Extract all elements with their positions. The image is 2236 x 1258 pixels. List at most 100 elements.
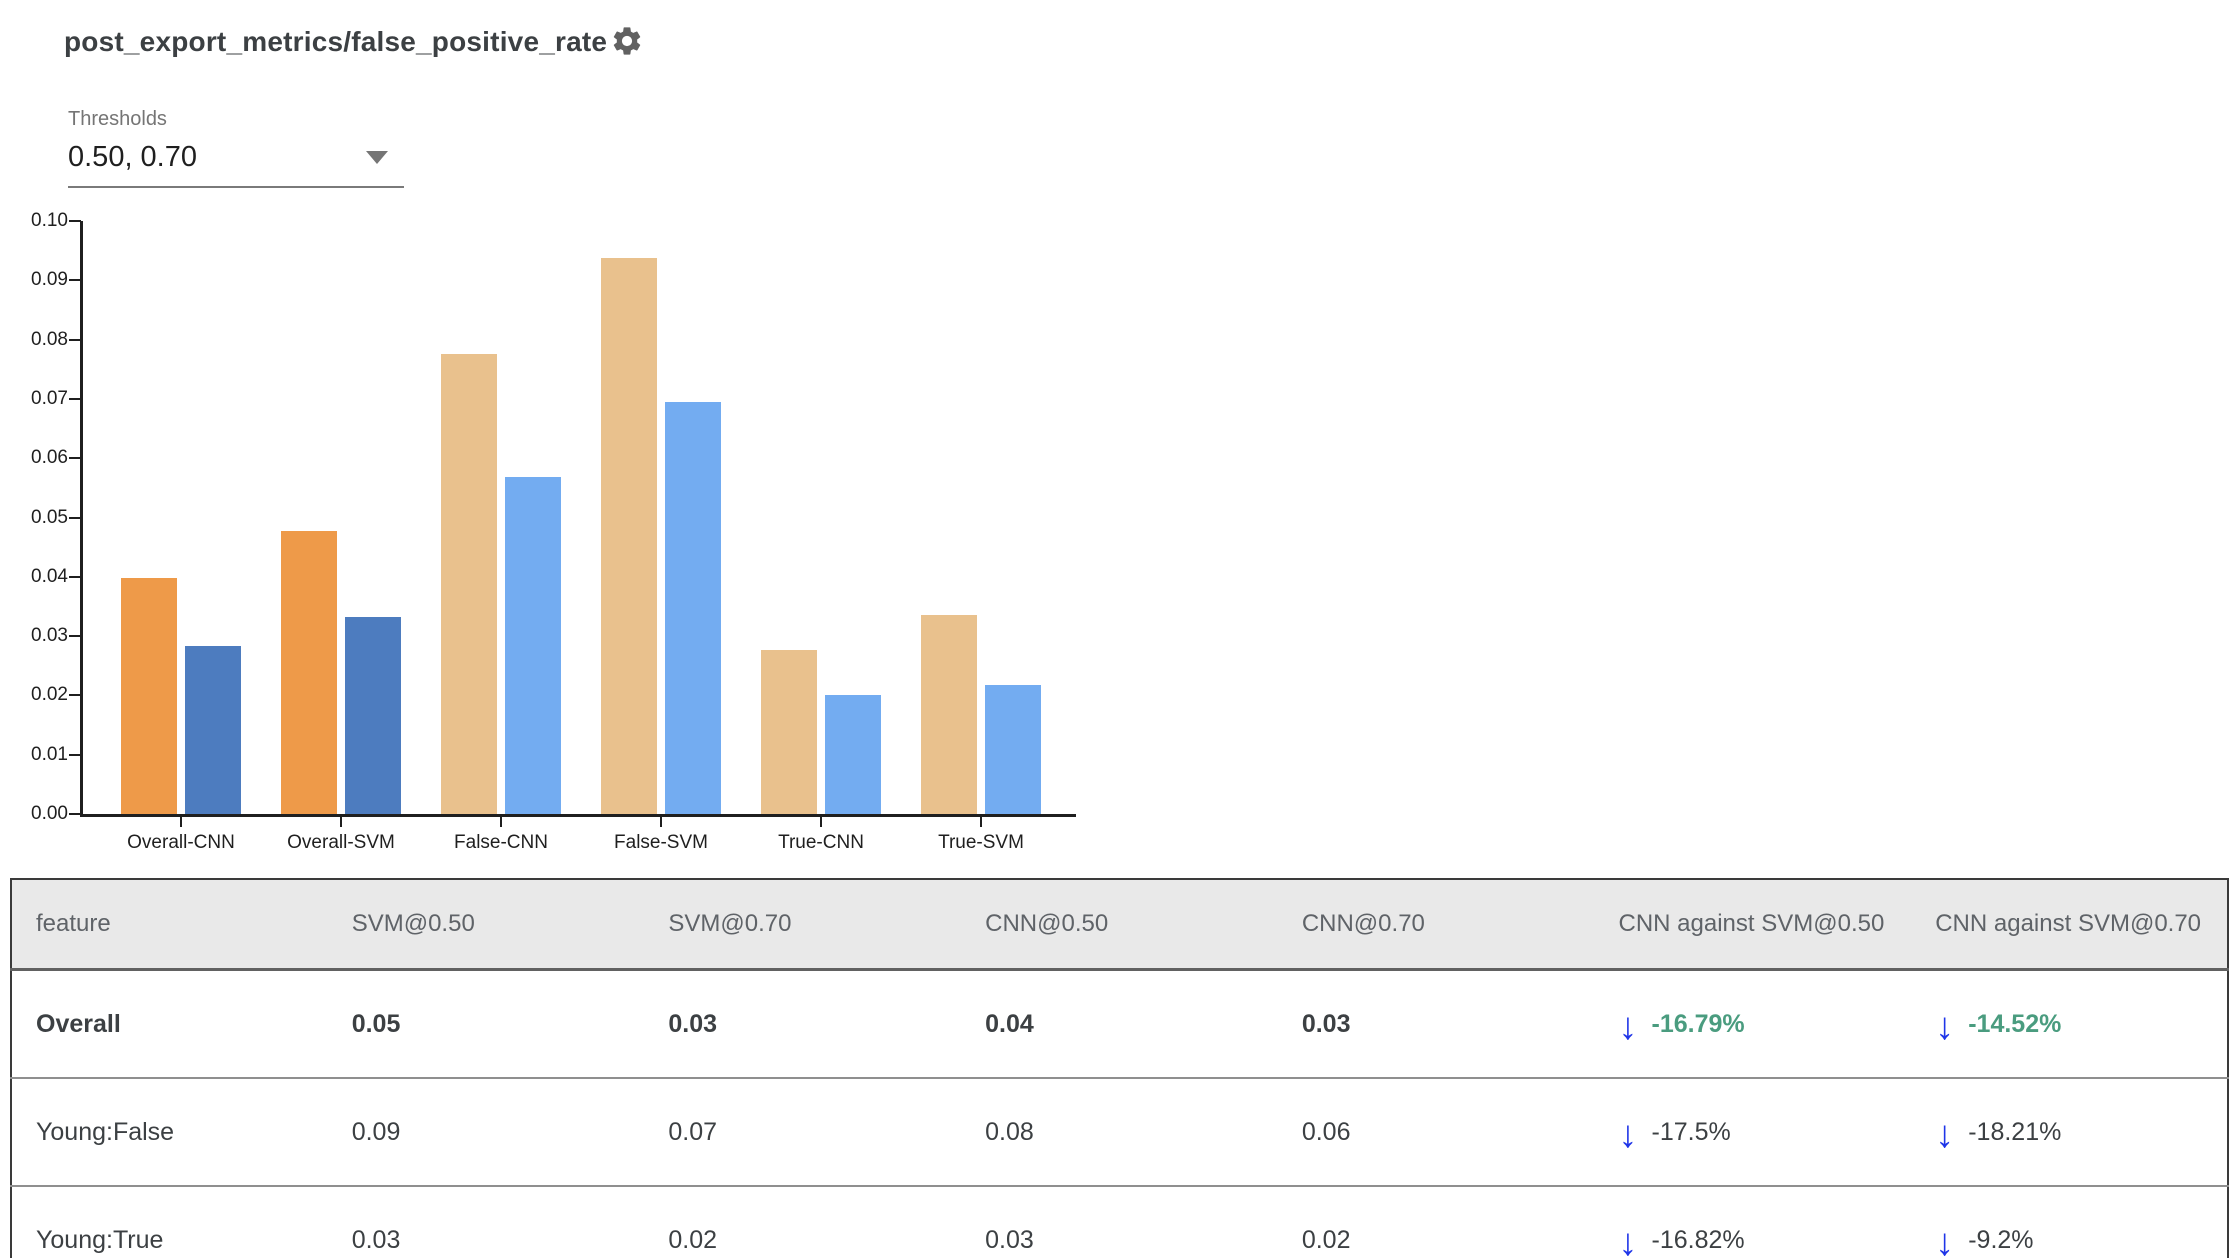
metric-value-cell: 0.03	[327, 1185, 645, 1258]
metric-value-cell: 0.07	[644, 1077, 962, 1186]
column-header-cnn-against-svm-0-50: CNN against SVM@0.50	[1594, 879, 1912, 971]
false-positive-rate-bar-chart: 0.00 0.01 0.02 0.03 0.04 0.05 0.06 0.07 0.08 0.09…	[0, 0, 1120, 880]
y-axis-tick	[69, 575, 81, 578]
metric-value-cell: 0.04	[985, 1009, 1034, 1038]
bar-True-CNN-threshold@0.50[interactable]	[761, 649, 817, 814]
y-axis-tick	[69, 694, 81, 697]
down-arrow-icon: ↓	[1618, 1114, 1638, 1156]
change-percent: -18.21%	[1968, 1117, 2062, 1146]
caret-down-icon	[366, 151, 388, 164]
column-header-feature: feature	[11, 879, 328, 971]
x-axis-tick	[340, 816, 342, 827]
bar-Overall-CNN-threshold@0.50[interactable]	[121, 577, 177, 814]
y-axis-tick-label: 0.02	[31, 684, 68, 706]
x-axis-tick	[180, 816, 182, 827]
change-indicator: ↓ -9.2%	[1935, 1221, 2217, 1258]
x-axis-tick	[500, 816, 502, 827]
comparison-cell: ↓ -16.79%	[1595, 970, 1912, 1079]
x-axis-category-label: True-CNN	[778, 832, 864, 853]
bar-Overall-CNN-threshold@0.70[interactable]	[185, 646, 241, 814]
x-axis-category-label: Overall-SVM	[287, 832, 395, 853]
down-arrow-icon: ↓	[1935, 1006, 1955, 1048]
y-axis-tick-label: 0.04	[31, 565, 68, 587]
bar-Overall-SVM-threshold@0.70[interactable]	[345, 617, 401, 814]
y-axis-line	[80, 221, 83, 816]
column-header-svm-0-50: SVM@0.50	[327, 879, 645, 971]
y-axis-tick	[69, 813, 81, 815]
metrics-table: feature SVM@0.50 SVM@0.70 CNN@0.50 CNN@0.70 C…	[10, 878, 2229, 1258]
column-header-cnn-against-svm-0-70: CNN against SVM@0.70	[1911, 879, 2228, 971]
change-indicator: ↓ -14.52%	[1935, 1005, 2217, 1048]
x-axis-tick	[660, 816, 662, 827]
thresholds-value: 0.50, 0.70	[68, 141, 197, 173]
page-title: post_export_metrics/false_positive_rate	[64, 26, 608, 57]
y-axis-tick	[69, 457, 81, 460]
change-indicator: ↓ -18.21%	[1935, 1113, 2217, 1156]
down-arrow-icon: ↓	[1618, 1222, 1638, 1258]
change-indicator: ↓ -16.79%	[1618, 1005, 1902, 1048]
y-axis-tick-label: 0.08	[31, 328, 68, 350]
feature-cell: Young:False	[11, 1077, 328, 1186]
bar-False-CNN-threshold@0.70[interactable]	[505, 477, 561, 814]
bar-False-SVM-threshold@0.70[interactable]	[665, 401, 721, 814]
change-percent: -14.52%	[1968, 1009, 2062, 1038]
comparison-cell: ↓ -16.82%	[1594, 1185, 1912, 1258]
x-axis-line	[80, 814, 1076, 817]
y-axis-tick	[69, 397, 81, 400]
settings-button[interactable]	[610, 24, 644, 58]
table-header: feature SVM@0.50 SVM@0.70 CNN@0.50 CNN@0.70 C…	[11, 879, 2228, 971]
metric-value-cell: 0.03	[668, 1009, 718, 1038]
gear-icon	[610, 27, 644, 62]
y-axis-tick	[69, 220, 81, 222]
metric-value-cell: 0.08	[961, 1077, 1278, 1186]
x-axis-category-label: False-CNN	[454, 832, 548, 853]
y-axis-tick-label: 0.05	[31, 506, 68, 528]
comparison-cell: ↓ -18.21%	[1911, 1077, 2228, 1186]
down-arrow-icon: ↓	[1935, 1114, 1955, 1156]
metric-value-cell: 0.06	[1277, 1077, 1595, 1186]
column-header-cnn-0-70: CNN@0.70	[1277, 879, 1595, 971]
y-axis-tick-label: 0.10	[31, 210, 68, 231]
y-axis-tick	[69, 635, 81, 638]
thresholds-label: Thresholds	[68, 108, 167, 130]
y-axis-tick-label: 0.00	[31, 803, 68, 824]
table-row-young-false: Young:False 0.09 0.07 0.08 0.06 ↓ -17.5% ↓ -18.2…	[11, 1077, 2228, 1186]
metric-value-cell: 0.09	[327, 1077, 645, 1186]
y-axis-tick-label: 0.06	[31, 447, 68, 469]
x-axis-category-label: True-SVM	[938, 832, 1024, 853]
change-indicator: ↓ -16.82%	[1619, 1221, 1902, 1258]
y-axis-tick	[69, 279, 81, 282]
change-indicator: ↓ -17.5%	[1618, 1113, 1902, 1156]
column-header-svm-0-70: SVM@0.70	[644, 879, 962, 971]
comparison-cell: ↓ -17.5%	[1594, 1077, 1912, 1186]
change-percent: -16.79%	[1651, 1009, 1745, 1038]
down-arrow-icon: ↓	[1935, 1222, 1955, 1258]
y-axis-tick-label: 0.09	[31, 269, 68, 291]
x-axis-category-label: Overall-CNN	[127, 832, 235, 853]
metric-value-cell: 0.05	[351, 1009, 401, 1038]
metric-value-cell: 0.03	[1301, 1009, 1351, 1038]
down-arrow-icon: ↓	[1618, 1006, 1638, 1048]
y-axis-tick	[69, 753, 81, 756]
bar-Overall-SVM-threshold@0.50[interactable]	[281, 531, 337, 814]
bar-True-SVM-threshold@0.50[interactable]	[921, 615, 977, 814]
feature-cell: Overall	[36, 1009, 121, 1038]
bar-True-SVM-threshold@0.70[interactable]	[985, 684, 1041, 814]
comparison-cell: ↓ -14.52%	[1911, 970, 2228, 1079]
y-axis-tick-label: 0.07	[31, 387, 68, 409]
x-axis-tick	[820, 816, 822, 827]
x-axis-category-label: False-SVM	[614, 832, 708, 853]
metric-value-cell: 0.02	[1277, 1185, 1595, 1258]
metric-value-cell: 0.02	[644, 1185, 962, 1258]
bar-True-CNN-threshold@0.70[interactable]	[825, 695, 881, 814]
feature-cell: Young:True	[11, 1185, 328, 1258]
comparison-cell: ↓ -9.2%	[1911, 1185, 2228, 1258]
thresholds-dropdown[interactable]: Thresholds 0.50, 0.70	[68, 106, 404, 188]
metric-value-cell: 0.03	[961, 1185, 1278, 1258]
bar-False-SVM-threshold@0.50[interactable]	[601, 258, 657, 814]
table-row-young-true: Young:True 0.03 0.02 0.03 0.02 ↓ -16.82% ↓ -9.2%	[11, 1185, 2228, 1258]
change-percent: -9.2%	[1968, 1225, 2034, 1254]
y-axis-tick-label: 0.03	[31, 625, 68, 647]
table-row-overall: Overall 0.05 0.03 0.04 0.03 ↓ -16.79% ↓ -14.52%	[11, 970, 2228, 1079]
bar-False-CNN-threshold@0.50[interactable]	[441, 354, 497, 814]
